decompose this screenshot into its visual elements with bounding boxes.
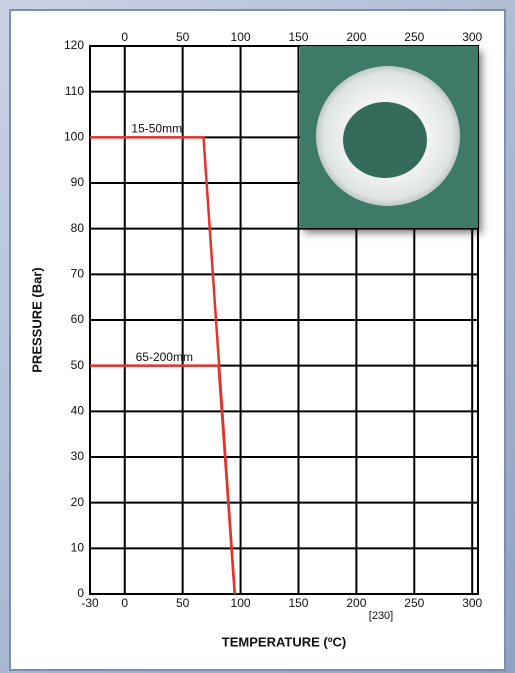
x-tick-label: -30 [81,596,99,610]
x-tick-label: 50 [176,596,190,610]
y-tick-label: 0 [77,586,84,600]
x-tick-label: 200 [346,596,366,610]
x2-tick-label: 250 [404,30,424,44]
line [90,364,237,595]
y-tick-label: 120 [64,38,84,52]
x-tick-label: 150 [288,596,308,610]
y-tick-label: 60 [71,312,85,326]
photo [300,46,478,228]
y-axis-title: PRESSURE (Bar) [29,267,44,372]
x-tick-label: 100 [231,596,251,610]
x2-tick-label: 300 [462,30,482,44]
x2-tick-label: 0 [121,30,128,44]
x-tick-label: 0 [121,596,128,610]
y-tick-label: 100 [64,130,84,144]
x2-tick-label: 200 [346,30,366,44]
y-tick-label: 50 [71,358,85,372]
y-tick-label: 70 [71,267,85,281]
x-axis-title: TEMPERATURE (ºC) [222,634,346,649]
x2-tick-label: 50 [176,30,190,44]
annotation: [230] [369,610,393,622]
line-label: 15-50mm [131,122,182,136]
y-tick-label: 10 [71,541,85,555]
x2-tick-label: 100 [231,30,251,44]
y-tick-label: 40 [71,404,85,418]
y-tick-label: 20 [71,495,85,509]
line-label: 65-200mm [136,350,193,364]
y-tick-label: 110 [65,84,84,98]
x-tick-label: 250 [404,596,424,610]
x-tick-label: 300 [462,596,482,610]
y-tick-label: 30 [71,449,85,463]
y-tick-label: 90 [71,175,85,189]
y-tick-label: 80 [71,221,85,235]
x2-tick-label: 150 [288,30,308,44]
